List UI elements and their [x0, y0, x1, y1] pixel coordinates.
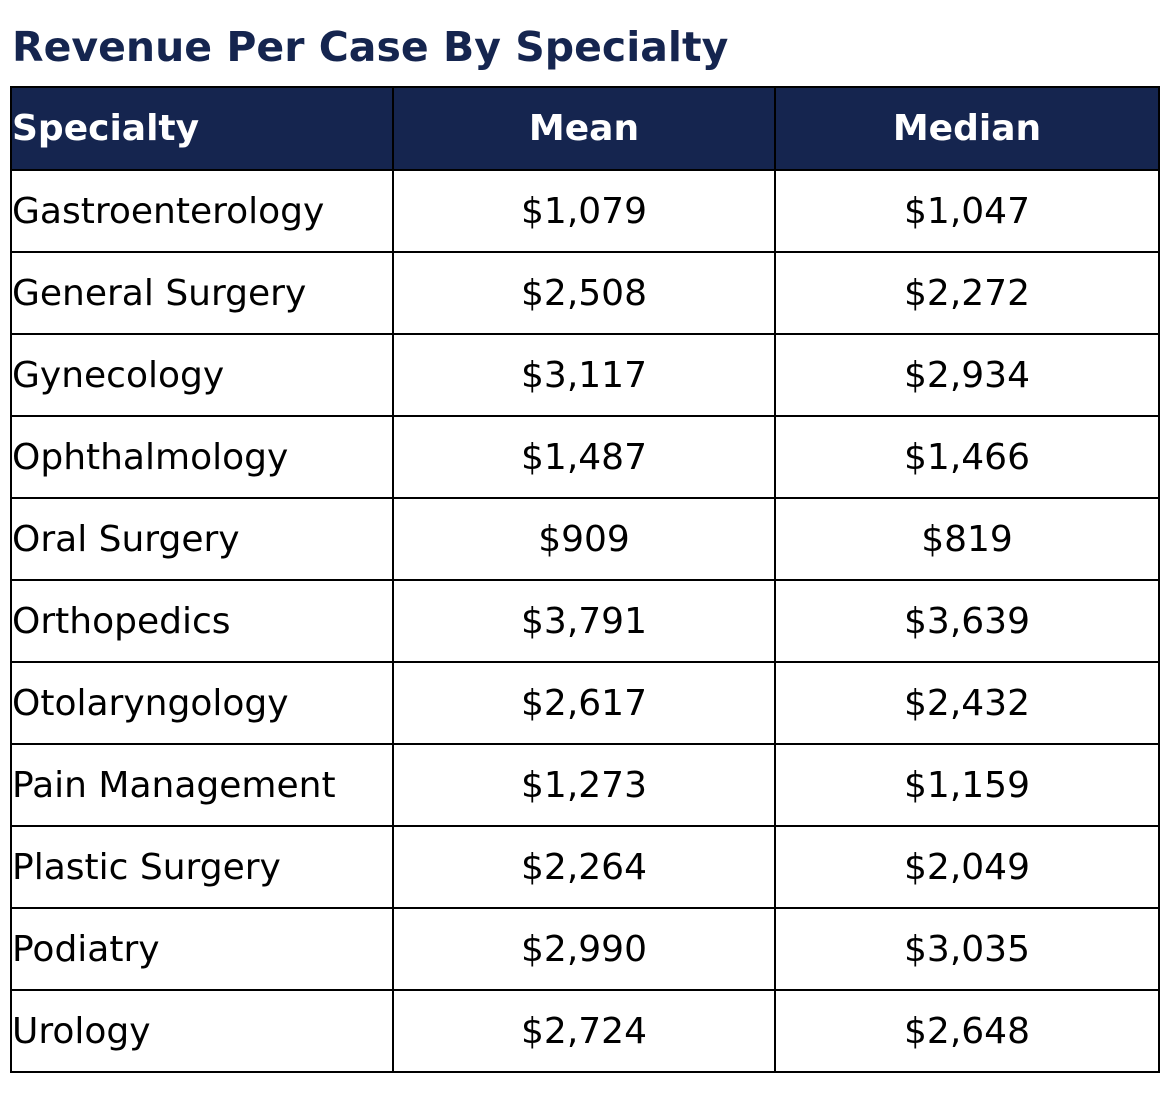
specialty-cell: Plastic Surgery — [10, 825, 394, 909]
specialty-cell: Pain Management — [10, 743, 394, 827]
table-body: Gastroenterology $1,079 $1,047 General Surg… — [10, 169, 1160, 1073]
table-title: Revenue Per Case By Specialty — [12, 23, 729, 71]
table-row: Gastroenterology $1,079 $1,047 — [10, 169, 1160, 253]
specialty-cell: Urology — [10, 989, 394, 1073]
mean-cell: $909 — [392, 497, 776, 581]
median-cell: $2,432 — [774, 661, 1160, 745]
table-row: Urology $2,724 $2,648 — [10, 989, 1160, 1073]
mean-cell: $2,724 — [392, 989, 776, 1073]
table-row: Orthopedics $3,791 $3,639 — [10, 579, 1160, 663]
specialty-cell: Oral Surgery — [10, 497, 394, 581]
specialty-cell: Ophthalmology — [10, 415, 394, 499]
table-row: Plastic Surgery $2,264 $2,049 — [10, 825, 1160, 909]
mean-cell: $2,508 — [392, 251, 776, 335]
median-cell: $3,639 — [774, 579, 1160, 663]
median-cell: $1,159 — [774, 743, 1160, 827]
mean-cell: $1,273 — [392, 743, 776, 827]
table-row: General Surgery $2,508 $2,272 — [10, 251, 1160, 335]
median-cell: $3,035 — [774, 907, 1160, 991]
median-cell: $1,466 — [774, 415, 1160, 499]
median-cell: $2,049 — [774, 825, 1160, 909]
revenue-table: Specialty Mean Median Gastroenterology $1… — [10, 86, 1160, 1073]
mean-cell: $2,617 — [392, 661, 776, 745]
specialty-cell: Orthopedics — [10, 579, 394, 663]
mean-cell: $2,990 — [392, 907, 776, 991]
median-cell: $2,648 — [774, 989, 1160, 1073]
table-row: Podiatry $2,990 $3,035 — [10, 907, 1160, 991]
specialty-cell: Podiatry — [10, 907, 394, 991]
specialty-cell: General Surgery — [10, 251, 394, 335]
table-row: Otolaryngology $2,617 $2,432 — [10, 661, 1160, 745]
column-header-median: Median — [774, 86, 1160, 171]
table-row: Gynecology $3,117 $2,934 — [10, 333, 1160, 417]
column-header-specialty: Specialty — [10, 86, 394, 171]
specialty-cell: Otolaryngology — [10, 661, 394, 745]
median-cell: $1,047 — [774, 169, 1160, 253]
mean-cell: $3,117 — [392, 333, 776, 417]
specialty-cell: Gastroenterology — [10, 169, 394, 253]
table-row: Pain Management $1,273 $1,159 — [10, 743, 1160, 827]
column-header-mean: Mean — [392, 86, 776, 171]
table-row: Oral Surgery $909 $819 — [10, 497, 1160, 581]
specialty-cell: Gynecology — [10, 333, 394, 417]
mean-cell: $3,791 — [392, 579, 776, 663]
header-row: Specialty Mean Median — [10, 86, 1160, 171]
table-row: Ophthalmology $1,487 $1,466 — [10, 415, 1160, 499]
mean-cell: $1,487 — [392, 415, 776, 499]
mean-cell: $2,264 — [392, 825, 776, 909]
mean-cell: $1,079 — [392, 169, 776, 253]
median-cell: $2,934 — [774, 333, 1160, 417]
median-cell: $819 — [774, 497, 1160, 581]
median-cell: $2,272 — [774, 251, 1160, 335]
